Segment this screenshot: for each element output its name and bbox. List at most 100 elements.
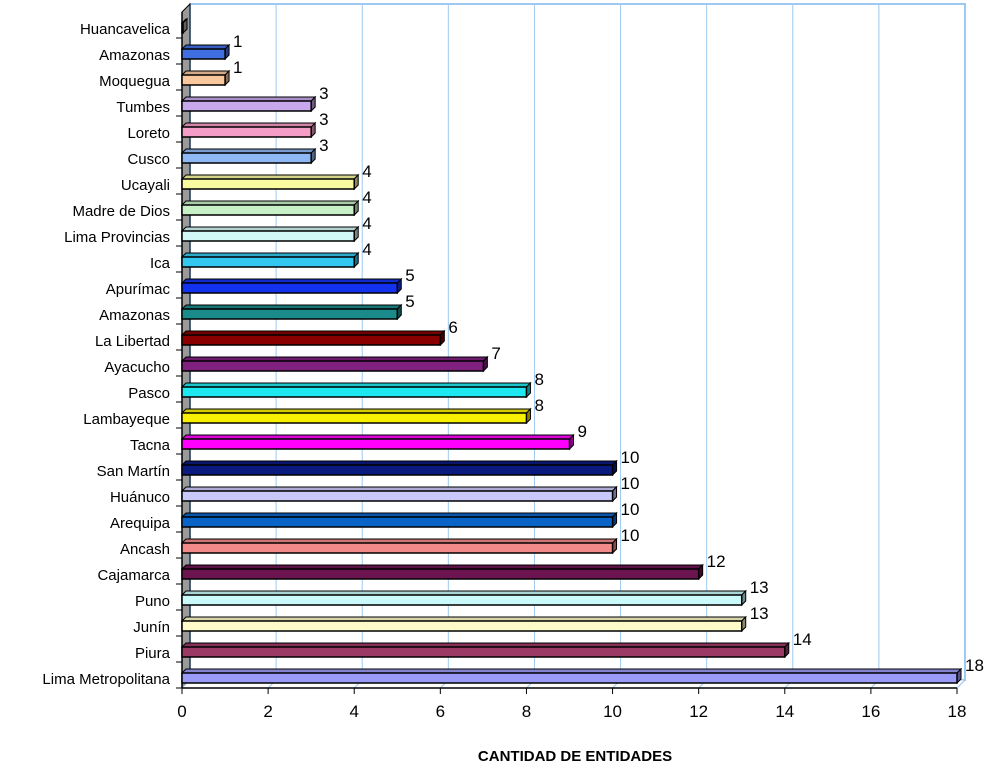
bar [180, 147, 317, 165]
data-label: 10 [621, 474, 640, 493]
data-label: 10 [621, 448, 640, 467]
category-label: Huánuco [110, 489, 170, 506]
x-tick-label: 10 [603, 702, 622, 721]
bar-front-face [181, 48, 226, 60]
bar [180, 459, 618, 477]
data-label: 1 [233, 32, 242, 51]
bar [180, 485, 618, 503]
bar [180, 667, 963, 685]
x-tick-label: 14 [775, 702, 794, 721]
bar [180, 511, 618, 529]
bar-front-face [181, 412, 528, 424]
bar-front-face [181, 282, 399, 294]
data-label: 9 [578, 422, 587, 441]
data-label: 3 [319, 84, 328, 103]
x-tick-label: 8 [522, 702, 531, 721]
category-label: Huancavelica [80, 21, 171, 38]
data-label: 4 [362, 214, 371, 233]
data-label: 5 [405, 292, 414, 311]
data-label: 1 [233, 58, 242, 77]
category-label: Amazonas [99, 47, 170, 64]
bar-front-face [181, 230, 355, 242]
bar-front-face [181, 126, 312, 138]
bar [180, 381, 532, 399]
bar [180, 303, 403, 321]
bar [180, 589, 747, 607]
category-label: Apurímac [106, 281, 171, 298]
bar-front-face [181, 178, 355, 190]
bar [180, 251, 360, 269]
category-label: La Libertad [95, 333, 170, 350]
bar-front-face [181, 386, 528, 398]
bar [180, 69, 231, 87]
category-label: Tumbes [116, 99, 170, 116]
bar-front-face [181, 152, 312, 164]
gridline-floor [956, 679, 966, 689]
category-label: Puno [135, 593, 170, 610]
bar-front-face [181, 464, 614, 476]
bar-front-face [181, 594, 743, 606]
data-label: 8 [534, 396, 543, 415]
bar [180, 17, 189, 35]
category-label: Madre de Dios [72, 203, 170, 220]
data-label: 5 [405, 266, 414, 285]
category-label: Ancash [120, 541, 170, 558]
bar [180, 277, 403, 295]
bar-front-face [181, 204, 355, 216]
bar-front-face [181, 22, 184, 34]
category-label: Lima Provincias [64, 229, 170, 246]
bar [180, 95, 317, 113]
category-label: Lima Metropolitana [42, 671, 170, 688]
x-tick-label: 18 [948, 702, 967, 721]
bar [180, 355, 489, 373]
bar-front-face [181, 334, 442, 346]
data-label: 12 [707, 552, 726, 571]
bar-front-face [181, 646, 786, 658]
data-label: 3 [319, 136, 328, 155]
x-tick-label: 12 [689, 702, 708, 721]
bar-front-face [181, 568, 700, 580]
bar-front-face [181, 542, 614, 554]
category-label: Arequipa [110, 515, 171, 532]
data-label: 3 [319, 110, 328, 129]
data-label: 4 [362, 188, 371, 207]
x-tick-label: 6 [436, 702, 445, 721]
bar-front-face [181, 360, 485, 372]
data-label: 6 [448, 318, 457, 337]
bar [180, 615, 747, 633]
category-label: Amazonas [99, 307, 170, 324]
x-tick-label: 16 [861, 702, 880, 721]
x-tick-label: 2 [263, 702, 272, 721]
category-label: San Martín [97, 463, 170, 480]
bar-front-face [181, 308, 399, 320]
data-label: 7 [491, 344, 500, 363]
x-tick-label: 0 [177, 702, 186, 721]
bar-front-face [181, 620, 743, 632]
category-label: Loreto [127, 125, 170, 142]
category-label: Pasco [128, 385, 170, 402]
category-label: Tacna [130, 437, 171, 454]
bar [180, 641, 790, 659]
data-label: 13 [750, 604, 769, 623]
bar-front-face [181, 438, 571, 450]
bar [180, 43, 231, 61]
category-label: Lambayeque [83, 411, 170, 428]
bar [180, 433, 575, 451]
bar-front-face [181, 74, 226, 86]
bar [180, 329, 446, 347]
x-tick-label: 4 [349, 702, 358, 721]
bar [180, 199, 360, 217]
data-label: 14 [793, 630, 812, 649]
data-label: 10 [621, 500, 640, 519]
bar [180, 121, 317, 139]
category-label: Junín [133, 619, 170, 636]
category-label: Moquegua [99, 73, 171, 90]
category-label: Cajamarca [97, 567, 170, 584]
data-label: 8 [534, 370, 543, 389]
data-label: 4 [362, 240, 371, 259]
data-label: 10 [621, 526, 640, 545]
bar-front-face [181, 490, 614, 502]
x-axis-title: CANTIDAD DE ENTIDADES [477, 748, 673, 765]
bar [180, 173, 360, 191]
category-label: Cusco [127, 151, 170, 168]
